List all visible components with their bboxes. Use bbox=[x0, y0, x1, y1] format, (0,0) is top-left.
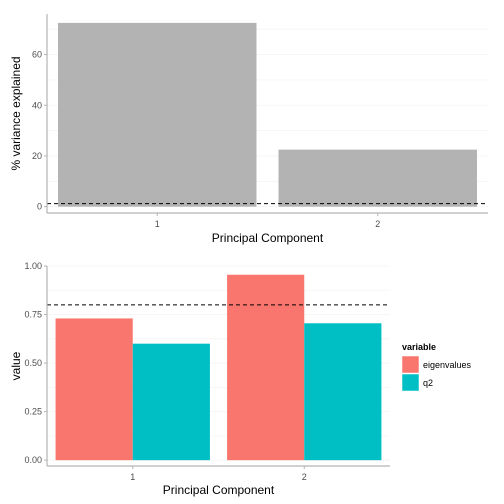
y-tick-label: 0 bbox=[37, 202, 42, 212]
y-tick-label: 20 bbox=[32, 151, 42, 161]
y-tick-label: 60 bbox=[32, 50, 42, 60]
y-tick-label: 0.50 bbox=[24, 358, 42, 368]
top-bars bbox=[58, 22, 477, 207]
top-y-axis-title: % variance explained bbox=[9, 56, 23, 170]
bar-eigenvalues bbox=[227, 274, 305, 461]
top-x-axis-title: Principal Component bbox=[212, 231, 324, 245]
bar bbox=[58, 22, 257, 207]
x-tick-label: 2 bbox=[302, 472, 307, 482]
legend: variable eigenvalues q2 bbox=[401, 342, 472, 392]
bar-q2 bbox=[304, 323, 382, 461]
y-tick-label: 40 bbox=[32, 100, 42, 110]
x-tick-label: 1 bbox=[155, 219, 160, 229]
legend-key-eigenvalues bbox=[401, 355, 420, 374]
x-tick-label: 2 bbox=[375, 219, 380, 229]
bottom-y-axis-title: value bbox=[9, 351, 23, 380]
top-y-ticks: 0 20 40 60 bbox=[32, 50, 47, 212]
bar bbox=[278, 149, 477, 207]
legend-label-q2: q2 bbox=[423, 378, 433, 388]
y-tick-label: 0.00 bbox=[24, 455, 42, 465]
bar-q2 bbox=[132, 343, 210, 461]
bottom-bars bbox=[55, 274, 382, 461]
bottom-x-axis-title: Principal Component bbox=[163, 483, 275, 497]
y-tick-label: 0.25 bbox=[24, 407, 42, 417]
bar-eigenvalues bbox=[55, 318, 133, 461]
y-tick-label: 1.00 bbox=[24, 261, 42, 271]
legend-key-q2 bbox=[401, 373, 420, 392]
x-tick-label: 1 bbox=[130, 472, 135, 482]
y-tick-label: 0.75 bbox=[24, 310, 42, 320]
legend-label-eigenvalues: eigenvalues bbox=[423, 360, 472, 370]
bottom-y-ticks: 0.00 0.25 0.50 0.75 1.00 bbox=[24, 261, 47, 465]
legend-title: variable bbox=[402, 342, 436, 352]
legend-items: eigenvalues q2 bbox=[401, 355, 472, 392]
